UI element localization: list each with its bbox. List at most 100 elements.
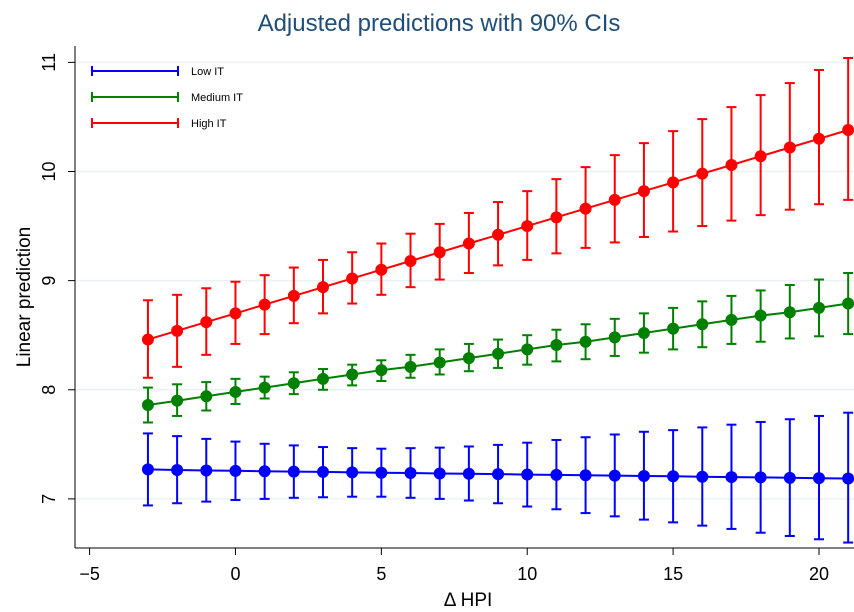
- data-point: [229, 307, 242, 320]
- data-point: [287, 377, 300, 390]
- y-axis-ticks: 7 8 9 10 11: [39, 53, 75, 504]
- data-point: [725, 158, 738, 171]
- data-point: [287, 289, 300, 302]
- data-point: [812, 301, 825, 314]
- data-point: [550, 211, 563, 224]
- legend: Low IT Medium IT High IT: [91, 66, 243, 130]
- data-point: [579, 202, 592, 215]
- data-point: [375, 466, 388, 479]
- data-point: [375, 263, 388, 276]
- data-point: [842, 472, 854, 485]
- data-point: [812, 132, 825, 145]
- data-point: [492, 347, 505, 360]
- data-point: [200, 316, 213, 329]
- data-point: [462, 352, 475, 365]
- data-point: [696, 167, 709, 180]
- data-point: [229, 385, 242, 398]
- data-point: [667, 470, 680, 483]
- data-point: [171, 463, 184, 476]
- y-tick-label-9: 9: [39, 276, 59, 286]
- series-layer: [141, 57, 854, 544]
- grid-lines: [75, 61, 854, 500]
- y-tick-label-8: 8: [39, 385, 59, 395]
- data-point: [287, 465, 300, 478]
- data-point: [316, 372, 329, 385]
- data-point: [141, 463, 154, 476]
- data-point: [258, 465, 271, 478]
- data-point: [433, 246, 446, 259]
- y-axis-label: Linear prediction: [14, 227, 35, 367]
- data-point: [375, 364, 388, 377]
- series-2: [141, 57, 854, 379]
- data-point: [696, 318, 709, 331]
- x-tick-label-0: 0: [230, 564, 240, 584]
- data-point: [346, 466, 359, 479]
- data-point: [812, 472, 825, 485]
- data-point: [521, 220, 534, 233]
- data-point: [141, 333, 154, 346]
- data-point: [608, 331, 621, 344]
- data-point: [667, 322, 680, 335]
- legend-item-high-it: High IT: [91, 118, 227, 130]
- series-1: [141, 271, 854, 424]
- data-point: [200, 390, 213, 403]
- data-point: [404, 360, 417, 373]
- data-point: [492, 228, 505, 241]
- x-tick-label-10: 10: [517, 564, 537, 584]
- legend-label-low-it: Low IT: [191, 66, 224, 78]
- legend-label-high-it: High IT: [191, 118, 227, 130]
- y-tick-label-10: 10: [39, 161, 59, 181]
- data-point: [141, 399, 154, 412]
- data-point: [404, 254, 417, 267]
- data-point: [754, 309, 767, 322]
- x-tick-label-15: 15: [663, 564, 683, 584]
- data-point: [258, 381, 271, 394]
- data-point: [754, 150, 767, 163]
- data-point: [579, 469, 592, 482]
- data-point: [346, 272, 359, 285]
- legend-item-medium-it: Medium IT: [91, 92, 243, 104]
- data-point: [462, 237, 475, 250]
- x-tick-label-20: 20: [809, 564, 829, 584]
- data-point: [316, 465, 329, 478]
- data-point: [637, 327, 650, 340]
- data-point: [404, 467, 417, 480]
- data-point: [783, 471, 796, 484]
- data-point: [637, 185, 650, 198]
- x-axis-label: Δ HPI: [444, 590, 493, 611]
- data-point: [783, 141, 796, 154]
- data-point: [842, 124, 854, 137]
- data-point: [171, 324, 184, 337]
- data-point: [608, 469, 621, 482]
- data-point: [433, 467, 446, 480]
- data-point: [521, 468, 534, 481]
- data-point: [608, 193, 621, 206]
- data-point: [550, 468, 563, 481]
- data-point: [725, 471, 738, 484]
- data-point: [433, 356, 446, 369]
- data-point: [200, 464, 213, 477]
- data-point: [725, 313, 738, 326]
- data-point: [696, 470, 709, 483]
- legend-label-medium-it: Medium IT: [191, 92, 243, 104]
- data-point: [171, 394, 184, 407]
- data-point: [579, 335, 592, 348]
- x-tick-label--5: −5: [79, 564, 100, 584]
- data-point: [667, 176, 680, 189]
- x-axis-ticks: −5 0 5 10 15 20: [79, 548, 829, 584]
- y-tick-label-7: 7: [39, 494, 59, 504]
- data-point: [316, 281, 329, 294]
- data-point: [346, 368, 359, 381]
- data-point: [842, 297, 854, 310]
- data-point: [492, 468, 505, 481]
- data-point: [521, 343, 534, 356]
- data-point: [783, 306, 796, 319]
- data-point: [258, 298, 271, 311]
- data-point: [550, 339, 563, 352]
- y-tick-label-11: 11: [39, 53, 59, 72]
- data-point: [229, 464, 242, 477]
- data-point: [637, 469, 650, 482]
- legend-item-low-it: Low IT: [91, 66, 224, 78]
- series-0: [141, 411, 854, 544]
